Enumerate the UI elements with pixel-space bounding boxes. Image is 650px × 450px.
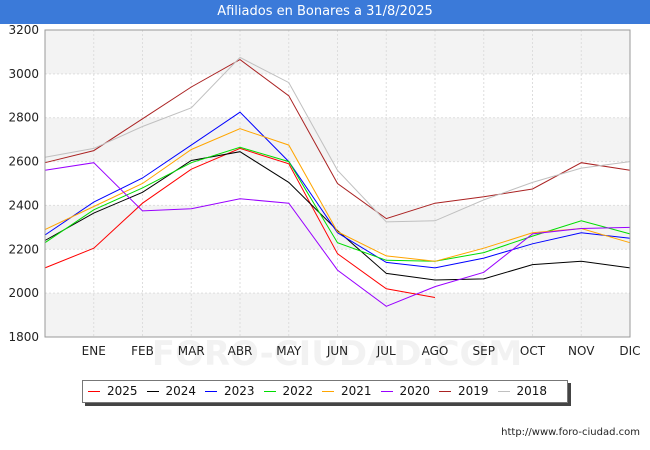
x-tick-label: NOV [568,344,595,358]
x-tick-label: ENE [82,344,106,358]
y-tick-label: 2800 [8,111,39,125]
x-tick-label: DIC [619,344,640,358]
legend-swatch [322,391,334,392]
chart-title: Afiliados en Bonares a 31/8/2025 [217,4,433,19]
x-tick-label: MAY [276,344,302,358]
x-tick-label: JUN [326,344,348,358]
legend-swatch [205,391,217,392]
series-line-2018 [44,56,631,223]
y-tick-label: 2600 [8,155,39,169]
series-line-2025 [44,147,436,298]
x-tick-label: JUL [376,344,396,358]
legend-label: 2019 [458,384,489,398]
x-tick-label: ABR [228,344,253,358]
y-tick-label: 1800 [8,330,39,344]
plot-frame [44,29,631,338]
legend-label: 2023 [224,384,255,398]
y-tick-label: 2000 [8,286,39,300]
legend-label: 2021 [341,384,372,398]
source-link[interactable]: http://www.foro-ciudad.com [501,427,640,438]
legend-label: 2020 [399,384,431,398]
watermark-text: FORO-CIUDAD.COM [152,334,523,374]
series-line-2023 [44,111,631,269]
legend-label: 2024 [165,384,197,398]
x-tick-label: SEP [473,344,495,358]
legend-label: 2025 [107,384,138,398]
x-tick-label: FEB [131,344,154,358]
y-tick-label: 2400 [8,198,39,212]
legend-swatch [497,391,510,392]
series-line-2024 [44,151,631,281]
legend-label: 2018 [516,384,548,398]
x-tick-label: MAR [178,344,205,358]
series-line-2020 [44,162,631,307]
legend-swatch [263,391,276,392]
y-tick-label: 3000 [8,67,39,81]
legend-swatch [88,391,100,392]
legend-swatch [146,391,159,392]
y-tick-label: 3200 [8,23,39,37]
series-line-2021 [44,128,631,262]
legend-swatch [380,391,393,392]
legend-label: 2022 [282,384,314,398]
title-bar [0,0,650,24]
series-line-2022 [44,146,631,262]
x-tick-label: AGO [422,344,449,358]
legend: 2025 2024 2023 2022 2021 2020 2019 2018 [82,380,568,403]
x-tick-label: OCT [520,344,546,358]
y-tick-label: 2200 [8,242,39,256]
series-line-2019 [44,59,631,220]
legend-swatch [439,391,451,392]
